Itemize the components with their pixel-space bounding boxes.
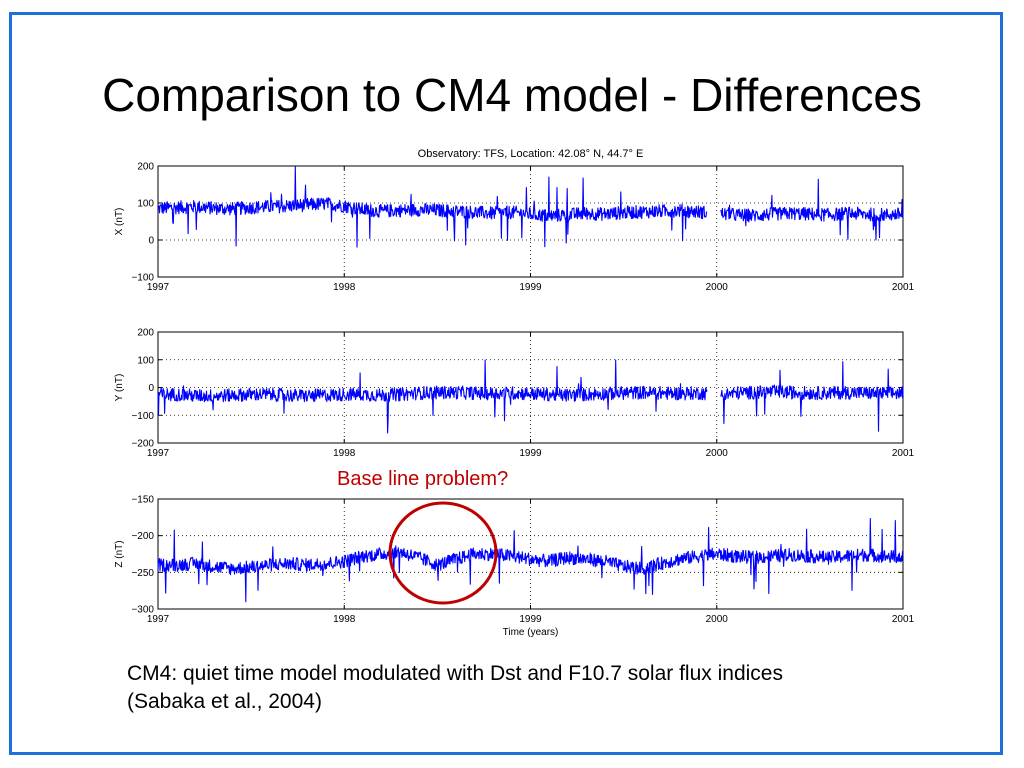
x-axis-label: Time (years) <box>503 627 559 638</box>
panel-x-component: 1997 1998 1999 2000 2001 200 100 0 −100 X (nT) Obs… <box>114 148 915 293</box>
y-axis-label: X (nT) <box>114 208 125 236</box>
data-series-line <box>157 359 708 434</box>
x-tick-label: 1998 <box>333 282 356 293</box>
figure-title: Observatory: TFS, Location: 42.08° N, 44… <box>418 148 644 160</box>
y-tick-label: −200 <box>131 531 154 542</box>
y-tick-label: −100 <box>131 273 154 284</box>
slide-title: Comparison to CM4 model - Differences <box>102 69 922 121</box>
y-tick-label: 0 <box>148 236 154 247</box>
annotation-circle <box>388 501 498 605</box>
x-tick-label: 1997 <box>147 282 170 293</box>
slide-frame <box>9 12 1003 755</box>
x-tick-label: 1999 <box>519 282 542 293</box>
annotation-label: Base line problem? <box>337 468 509 490</box>
y-tick-label: −100 <box>131 411 154 422</box>
y-tick-label: 200 <box>137 162 154 173</box>
y-tick-label: −250 <box>131 568 154 579</box>
x-tick-label: 1998 <box>333 614 356 625</box>
caption: CM4: quiet time model modulated with Dst… <box>127 660 783 716</box>
y-tick-label: −300 <box>131 605 154 616</box>
data-series-line <box>157 517 904 603</box>
y-tick-label: 0 <box>148 383 154 394</box>
caption-line-2: (Sabaka et al., 2004) <box>127 690 322 713</box>
x-tick-label: 1998 <box>333 448 356 459</box>
y-tick-label: 100 <box>137 199 154 210</box>
x-tick-label: 2000 <box>706 448 729 459</box>
x-tick-label: 2000 <box>706 282 729 293</box>
y-axis-label: Z (nT) <box>114 540 125 567</box>
data-series-line <box>720 178 904 241</box>
y-tick-label: 200 <box>137 328 154 339</box>
data-series-line <box>720 361 904 432</box>
x-tick-label: 2001 <box>892 448 915 459</box>
y-tick-label: −150 <box>131 495 154 506</box>
x-tick-label: 1999 <box>519 448 542 459</box>
caption-line-1: CM4: quiet time model modulated with Dst… <box>127 662 783 685</box>
y-axis-label: Y (nT) <box>114 374 125 402</box>
y-tick-label: 100 <box>137 355 154 366</box>
y-tick-label: −200 <box>131 439 154 450</box>
x-tick-label: 1997 <box>147 448 170 459</box>
x-tick-label: 2000 <box>706 614 729 625</box>
x-tick-label: 2001 <box>892 614 915 625</box>
x-tick-label: 2001 <box>892 282 915 293</box>
panel-y-component: 1997 1998 1999 2000 2001 200 100 0 −100 −200 Y (nT… <box>114 328 915 460</box>
x-tick-label: 1997 <box>147 614 170 625</box>
panel-z-component: 1997 1998 1999 2000 2001 −150 −200 −250 −300 Z (n… <box>114 495 915 639</box>
data-series-line <box>157 166 708 248</box>
x-tick-label: 1999 <box>519 614 542 625</box>
